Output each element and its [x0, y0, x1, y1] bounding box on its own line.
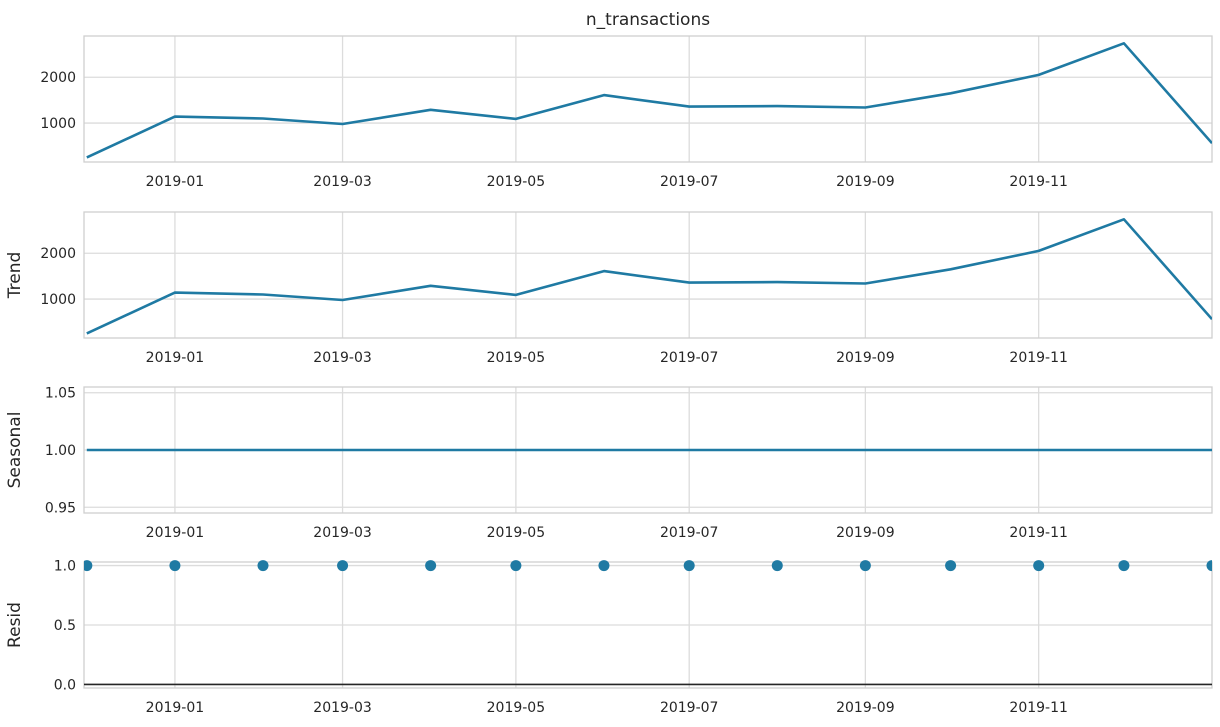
resid-point: [683, 560, 695, 572]
series-line: [86, 41, 1212, 159]
x-tick-label: 2019-01: [146, 525, 205, 541]
panel-1: 2019-01 2019-03 2019-05 2019-07 2019-09 2019-…: [40, 10, 1213, 190]
resid-point: [598, 560, 610, 572]
x-tick-label: 2019-01: [146, 350, 205, 366]
x-tick-label: 2019-07: [660, 174, 719, 190]
x-tick-label: 2019-05: [487, 700, 546, 716]
x-tick-label: 2019-11: [1009, 525, 1068, 541]
resid-point: [1033, 560, 1045, 572]
x-tick-label: 2019-11: [1009, 350, 1068, 366]
panel-title: n_transactions: [586, 10, 710, 30]
resid-point: [945, 560, 957, 572]
panel-4: 2019-01 2019-03 2019-05 2019-07 2019-09 2019-…: [5, 559, 1213, 716]
x-tick-label: 2019-05: [487, 525, 546, 541]
x-tick-label: 2019-03: [313, 700, 372, 716]
plot-background: [84, 36, 1212, 162]
x-tick-label: 2019-11: [1009, 700, 1068, 716]
resid-point: [1206, 560, 1212, 572]
y-tick-label: 1.0: [54, 559, 76, 575]
y-tick-label: 0.5: [54, 618, 76, 634]
panel-3: 2019-01 2019-03 2019-05 2019-07 2019-09 2019-…: [5, 386, 1213, 541]
plot-frame: [83, 561, 1213, 689]
series-line: [86, 218, 1212, 335]
x-tick-label: 2019-09: [836, 350, 895, 366]
plot-frame: [83, 35, 1213, 163]
y-tick-label: 2000: [40, 246, 76, 262]
y-tick-label: 0.95: [45, 500, 76, 516]
y-tick-label: 1.05: [45, 386, 76, 402]
x-tick-label: 2019-01: [146, 700, 205, 716]
x-tick-label: 2019-09: [836, 525, 895, 541]
x-tick-label: 2019-09: [836, 174, 895, 190]
x-tick-label: 2019-07: [660, 525, 719, 541]
x-tick-label: 2019-01: [146, 174, 205, 190]
x-tick-label: 2019-11: [1009, 174, 1068, 190]
x-tick-label: 2019-09: [836, 700, 895, 716]
series-group: [84, 560, 1212, 686]
y-tick-label: 1.00: [45, 443, 76, 459]
resid-point: [84, 560, 93, 572]
x-tick-label: 2019-07: [660, 700, 719, 716]
y-axis-label: Resid: [5, 602, 25, 648]
plot-background: [84, 212, 1212, 338]
x-tick-label: 2019-05: [487, 350, 546, 366]
series-group: [86, 41, 1212, 159]
x-tick-label: 2019-03: [313, 350, 372, 366]
y-tick-label: 2000: [40, 70, 76, 86]
y-tick-label: 1000: [40, 116, 76, 132]
x-tick-label: 2019-03: [313, 174, 372, 190]
y-axis-label: Seasonal: [5, 412, 25, 489]
resid-point: [337, 560, 349, 572]
x-tick-label: 2019-05: [487, 174, 546, 190]
x-tick-label: 2019-07: [660, 350, 719, 366]
series-group: [86, 218, 1212, 335]
resid-point: [859, 560, 871, 572]
resid-point: [771, 560, 783, 572]
plot-frame: [83, 211, 1213, 339]
resid-point: [169, 560, 181, 572]
resid-point: [510, 560, 522, 572]
resid-point: [425, 560, 437, 572]
y-axis-label: Trend: [5, 252, 25, 300]
panel-2: 2019-01 2019-03 2019-05 2019-07 2019-09 2019-…: [5, 211, 1213, 366]
x-tick-label: 2019-03: [313, 525, 372, 541]
resid-point: [257, 560, 269, 572]
resid-point: [1118, 560, 1130, 572]
y-tick-label: 1000: [40, 292, 76, 308]
y-tick-label: 0.0: [54, 677, 76, 693]
